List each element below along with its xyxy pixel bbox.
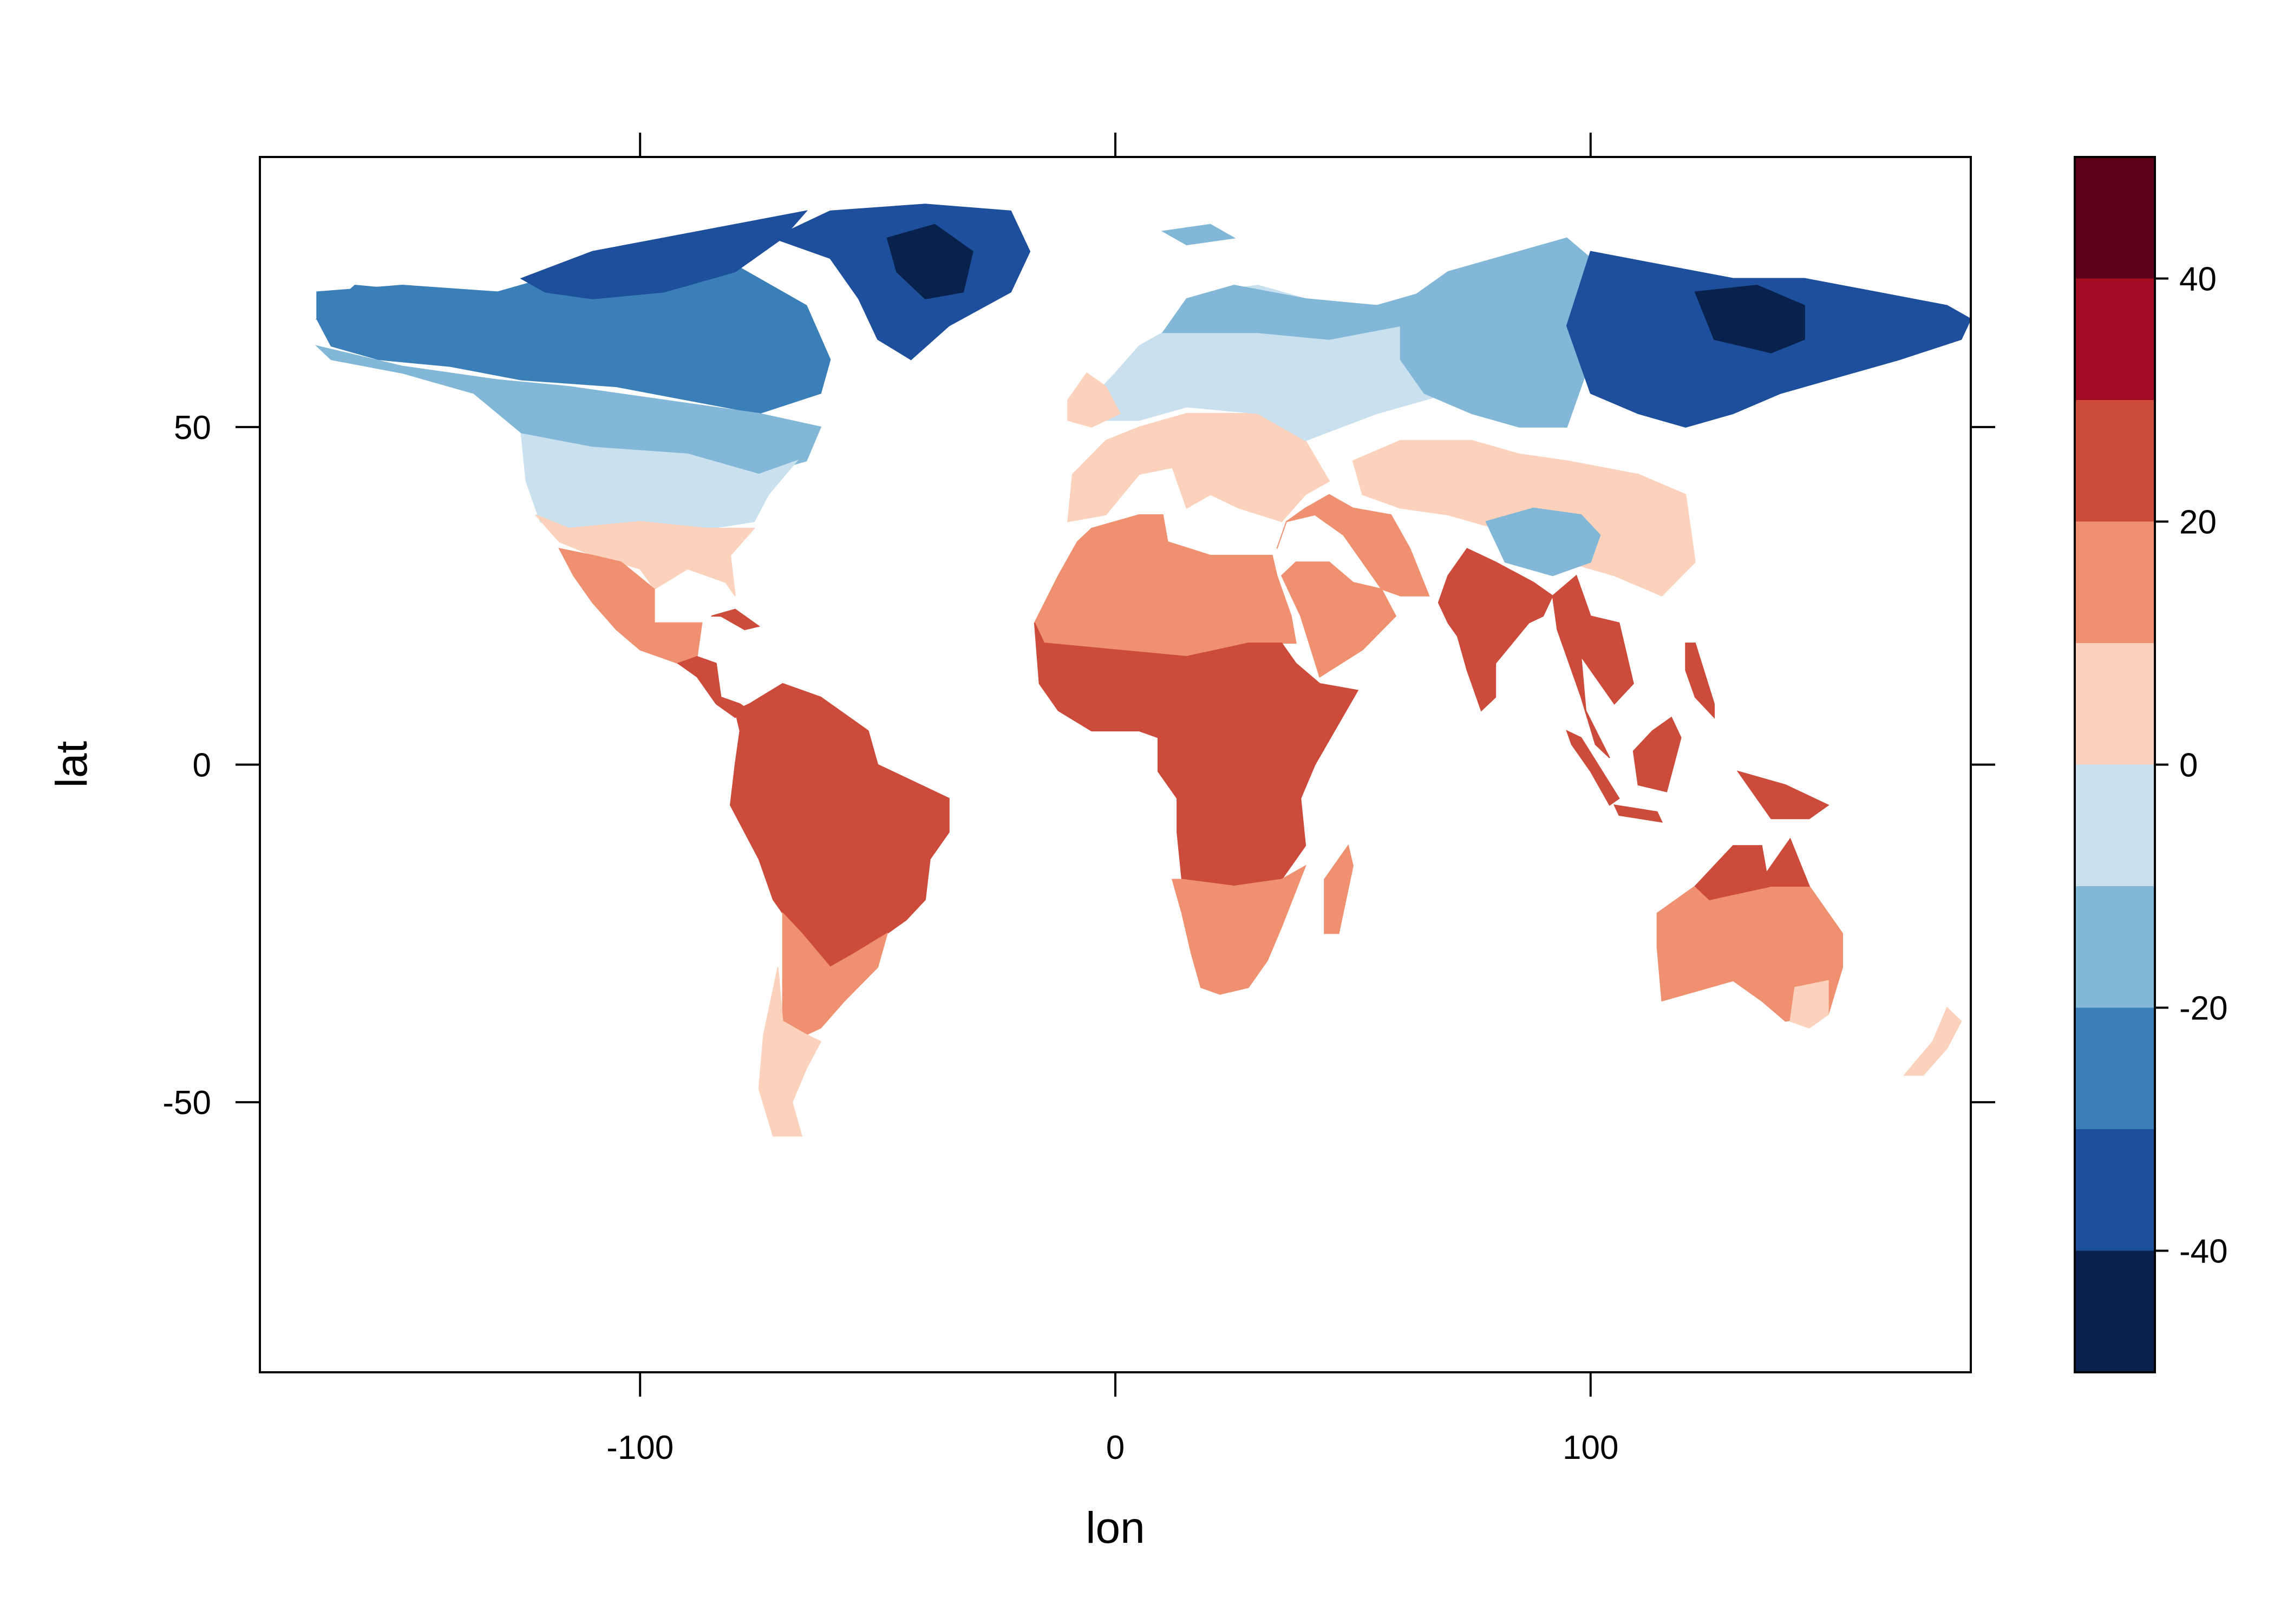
region-philippines	[1685, 643, 1715, 719]
region-siberia-west	[1400, 237, 1591, 428]
region-australia-southeast	[1789, 980, 1829, 1029]
region-canadian-arctic	[520, 210, 808, 299]
region-south-america-north	[729, 683, 950, 968]
region-middle-east	[1276, 494, 1430, 597]
region-north-america-south	[520, 433, 799, 536]
colorbar-bin	[2075, 278, 2155, 400]
map-land-layer	[315, 204, 1971, 1137]
region-greenland-interior	[886, 224, 973, 299]
y-tick-label: 50	[174, 409, 211, 447]
region-java	[1613, 804, 1663, 823]
y-tick-label: 0	[193, 747, 211, 784]
region-australia-north	[1694, 837, 1811, 900]
y-axis-label: lat	[47, 741, 96, 788]
colorbar-bin	[2075, 157, 2155, 279]
colorbar-bin	[2075, 1250, 2155, 1372]
region-southeast-asia	[1552, 574, 1634, 758]
region-greenland	[772, 204, 1031, 361]
colorbar: -40 -20 0 20 40	[2074, 156, 2228, 1373]
y-tick-label: -50	[162, 1084, 211, 1122]
region-svalbard	[1161, 224, 1236, 246]
x-tick-label: -100	[606, 1429, 674, 1466]
region-india	[1437, 548, 1553, 712]
colorbar-tick-label: -40	[2179, 1233, 2228, 1271]
region-new-zealand	[1903, 1006, 1962, 1076]
region-central-america	[677, 656, 751, 718]
colorbar-bin	[2075, 643, 2155, 765]
colorbar-bin	[2075, 1129, 2155, 1251]
colorbar-tick-label: -20	[2179, 990, 2228, 1027]
colorbar-bin	[2075, 1007, 2155, 1129]
region-new-guinea	[1736, 770, 1829, 820]
x-axis-label: lon	[1086, 1503, 1145, 1553]
region-cuba	[711, 608, 761, 631]
x-tick-label: 100	[1563, 1429, 1618, 1466]
colorbar-bin	[2075, 886, 2155, 1008]
axes: -100 0 100 -50 0 50	[162, 133, 1995, 1466]
region-africa-north	[1034, 514, 1297, 657]
colorbar-bin	[2075, 521, 2155, 643]
region-south-america-south	[782, 912, 888, 1036]
x-tick-label: 0	[1106, 1429, 1125, 1466]
region-europe-south	[1067, 412, 1330, 522]
region-arabian-peninsula	[1280, 561, 1397, 678]
region-siberia-cold-pole	[1694, 284, 1805, 353]
colorbar-bin	[2075, 764, 2155, 886]
colorbar-tick-label: 20	[2179, 504, 2217, 541]
colorbar-tick-label: 0	[2179, 747, 2198, 784]
region-borneo	[1632, 716, 1682, 793]
region-madagascar	[1324, 844, 1354, 934]
colorbar-tick-label: 40	[2179, 261, 2217, 298]
region-africa-central	[1034, 623, 1359, 887]
region-sumatra	[1566, 730, 1620, 806]
region-alaska-north	[315, 284, 452, 320]
region-british-isles	[1067, 372, 1121, 428]
colorbar-bin	[2075, 400, 2155, 522]
region-tibet	[1485, 507, 1601, 577]
region-africa-south	[1171, 865, 1307, 995]
region-mexico	[558, 547, 703, 664]
region-patagonia	[758, 967, 822, 1137]
